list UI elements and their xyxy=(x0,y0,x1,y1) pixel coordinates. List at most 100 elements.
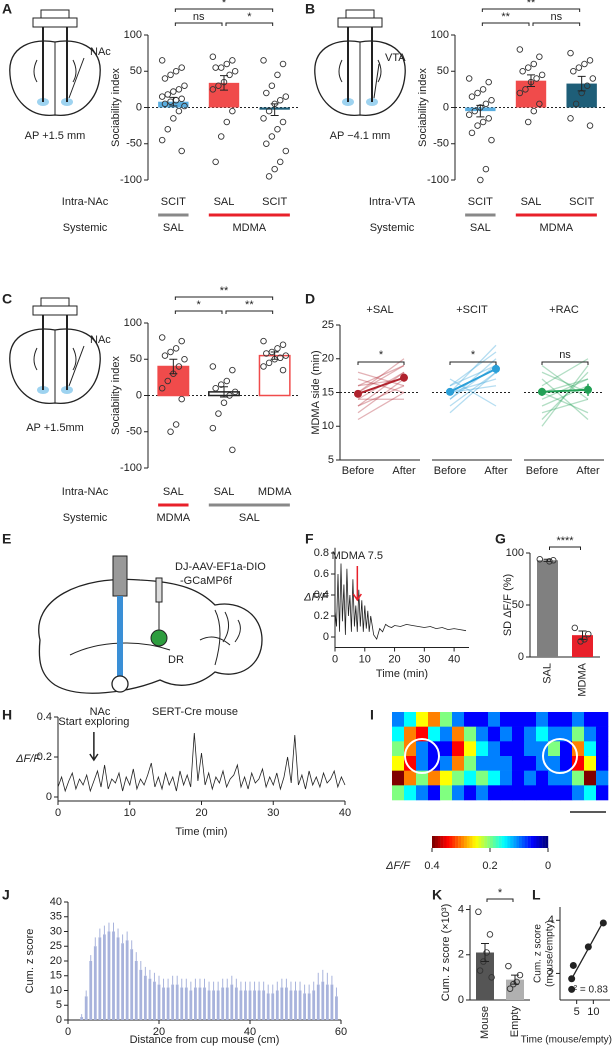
data-point xyxy=(217,64,225,71)
y-tick-label: 0 xyxy=(46,791,52,803)
fiber-ferrule xyxy=(112,555,128,597)
data-point xyxy=(274,71,281,79)
panel-label: J xyxy=(2,887,10,903)
x-tick-label: 0 xyxy=(65,1026,71,1038)
heatmap-cell xyxy=(536,770,549,786)
data-point xyxy=(571,624,579,632)
heatmap-cell xyxy=(476,741,489,757)
heatmap-cell xyxy=(512,712,525,727)
bar xyxy=(180,987,184,1020)
significance-label: * xyxy=(247,11,252,23)
cannula-head xyxy=(32,17,78,28)
heatmap-cell xyxy=(572,770,585,786)
x-tick-label: Before xyxy=(434,465,466,477)
y-tick-label: 0 xyxy=(443,101,449,113)
bar xyxy=(153,981,156,1020)
data-point xyxy=(158,136,166,144)
individual-line xyxy=(449,385,497,394)
error-bar xyxy=(476,104,485,118)
individual-line xyxy=(541,358,589,387)
y-tick-label: 25 xyxy=(50,940,62,952)
individual-line xyxy=(449,344,497,393)
mean-line xyxy=(449,367,497,393)
y-axis-label: Sociability index xyxy=(110,68,122,147)
y-tick-label: 0.2 xyxy=(37,751,52,763)
data-point xyxy=(279,341,287,349)
data-point xyxy=(260,57,267,64)
colorbar-segment xyxy=(498,836,502,848)
annotation-arrow xyxy=(352,566,362,602)
heatmap-cell xyxy=(512,770,525,786)
individual-line xyxy=(541,364,589,400)
y-tick-label: 50 xyxy=(130,353,142,365)
bar xyxy=(253,990,256,1020)
heatmap-cell xyxy=(476,770,489,786)
category-label: SCIT xyxy=(262,196,287,208)
data-point xyxy=(172,345,180,352)
brain-outline xyxy=(38,578,263,694)
data-point xyxy=(465,75,473,82)
y-tick-label: -100 xyxy=(427,174,449,186)
cannula-top xyxy=(40,9,70,19)
bar xyxy=(225,987,229,1020)
y-tick-label: 25 xyxy=(322,319,334,331)
significance-label: ns xyxy=(559,349,571,361)
data-point xyxy=(533,75,540,82)
y-tick-label: 30 xyxy=(50,925,62,937)
y-tick-label: 10 xyxy=(322,420,334,432)
colorbar-segment xyxy=(487,836,491,848)
data-point xyxy=(220,399,228,407)
y-tick-label: 5 xyxy=(56,999,62,1011)
y-tick-label: 2 xyxy=(458,949,464,961)
data-point xyxy=(170,115,177,122)
category-label: MDMA xyxy=(258,486,292,498)
error-bar xyxy=(481,942,489,963)
colorbar-segment xyxy=(504,836,508,848)
significance-label: ns xyxy=(193,11,205,23)
heatmap-cell xyxy=(524,770,537,786)
heatmap-cell xyxy=(584,756,597,771)
nac-site xyxy=(111,675,129,693)
subplot-title: +SAL xyxy=(366,304,393,316)
data-point xyxy=(260,363,267,370)
heatmap-cell xyxy=(404,712,417,727)
bar xyxy=(103,934,106,1020)
data-point xyxy=(167,71,174,79)
x-tick-label: 40 xyxy=(244,1026,256,1038)
cannula-top xyxy=(345,9,375,19)
heatmap-cell xyxy=(476,712,489,727)
heatmap-cell xyxy=(464,785,477,801)
individual-line xyxy=(541,378,589,400)
heatmap-cell xyxy=(488,770,501,786)
data-point xyxy=(229,107,236,115)
heatmap-cell xyxy=(476,756,489,771)
significance-bracket xyxy=(174,310,223,314)
data-point xyxy=(181,82,188,89)
error-bar xyxy=(543,558,552,562)
data-point xyxy=(468,129,476,137)
colorbar-segment xyxy=(461,836,465,848)
data-point xyxy=(569,961,577,969)
data-point xyxy=(468,93,476,100)
y-tick-label: 15 xyxy=(322,386,334,398)
data-point xyxy=(476,967,484,974)
y-tick-label: 0.2 xyxy=(314,610,329,622)
y-tick-label: 50 xyxy=(512,599,524,611)
bar xyxy=(139,969,143,1020)
heatmap-cell xyxy=(416,741,429,757)
annotation: AP +1.5mm xyxy=(26,422,84,434)
colorbar-segment xyxy=(434,836,438,848)
x-tick-label: 0 xyxy=(55,807,61,819)
y-axis-label: Sociability index xyxy=(110,356,122,435)
bar xyxy=(166,987,170,1020)
y-tick-label: 0 xyxy=(136,389,142,401)
heatmap-cell xyxy=(428,726,441,742)
data-point xyxy=(479,118,487,126)
data-point xyxy=(158,57,166,64)
data-point xyxy=(583,82,591,89)
data-point xyxy=(263,140,270,147)
significance-label: * xyxy=(197,299,202,311)
bar xyxy=(280,987,284,1020)
error-bar xyxy=(169,96,178,107)
row-label: Intra-NAc xyxy=(62,486,109,498)
